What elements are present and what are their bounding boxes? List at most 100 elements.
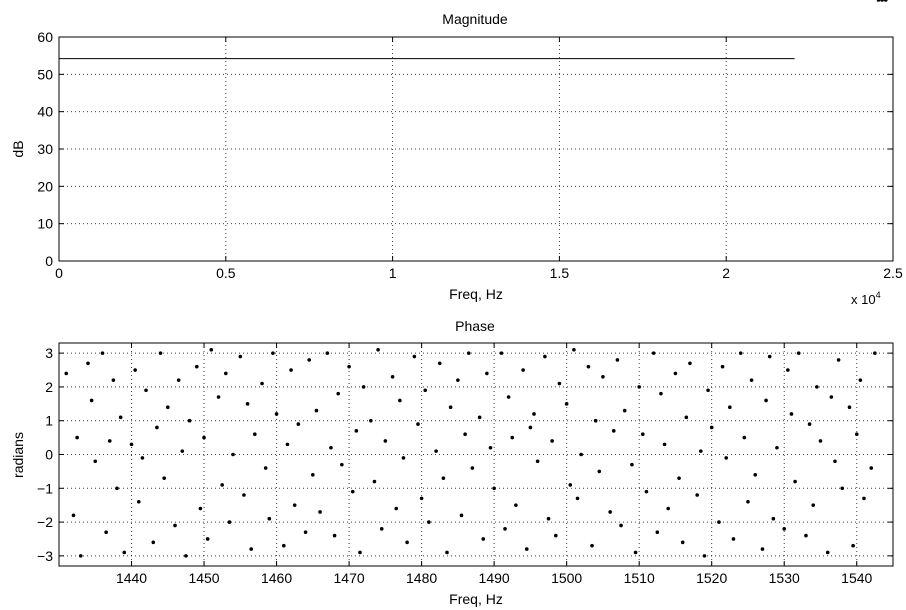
- phase-data-point: [184, 554, 188, 558]
- magnitude-y-tick-label: 40: [37, 104, 53, 120]
- phase-data-point: [728, 405, 732, 409]
- phase-data-point: [644, 489, 649, 494]
- phase-data-point: [238, 354, 243, 359]
- phase-data-point: [361, 385, 366, 389]
- phase-data-point: [858, 378, 863, 382]
- phase-data-point: [804, 533, 808, 538]
- phase-data-point: [122, 550, 127, 555]
- phase-data-point: [688, 361, 692, 366]
- phase-ylabel: radians: [10, 432, 26, 478]
- phase-data-point: [847, 405, 852, 409]
- phase-data-point: [811, 503, 816, 507]
- phase-data-point: [746, 500, 750, 504]
- phase-y-tick-label: −2: [37, 514, 53, 530]
- phase-data-point: [514, 503, 518, 507]
- magnitude-x-tick-label: 1.5: [550, 265, 570, 281]
- phase-data-point: [546, 516, 551, 521]
- phase-data-point: [673, 371, 678, 376]
- magnitude-x-multiplier: x 104: [851, 290, 881, 307]
- magnitude-x-tick-label: 2: [722, 265, 730, 281]
- phase-data-point: [78, 554, 83, 558]
- phase-data-point: [347, 364, 351, 369]
- phase-y-tick-label: 1: [45, 413, 53, 429]
- phase-data-point: [753, 472, 758, 477]
- phase-data-point: [405, 540, 409, 545]
- phase-data-point: [202, 435, 206, 440]
- magnitude-ylabel: dB: [10, 140, 26, 157]
- phase-panel: Phase 1440 1450 1460 1470 1480 1490 1500 1510 15…: [10, 0, 894, 607]
- phase-y-tick-label: 3: [45, 345, 53, 361]
- phase-data-point: [198, 506, 203, 511]
- phase-title: Phase: [455, 318, 495, 334]
- phase-data-point: [782, 527, 787, 531]
- phase-ticks: 1440 1450 1460 1470 1480 1490 1500 1510 1520 1530…: [37, 343, 893, 586]
- magnitude-x-multiplier-base: x 10: [851, 292, 876, 307]
- phase-data-point: [709, 425, 714, 430]
- magnitude-panel: Magnitude 0 0.5 1 1.5 2 2.5 0 10 20 30 40 50 60 Freq…: [10, 11, 903, 307]
- phase-data-point: [216, 395, 221, 399]
- phase-data-point: [825, 550, 830, 555]
- phase-data-point: [173, 523, 177, 528]
- phase-data-point: [390, 374, 395, 379]
- phase-data-point: [260, 381, 264, 386]
- phase-data-point: [749, 378, 754, 382]
- phase-data-point: [274, 412, 279, 416]
- phase-data-point: [717, 520, 721, 524]
- phase-data-point: [282, 543, 286, 548]
- phase-data-point: [271, 351, 275, 355]
- phase-data-point: [608, 510, 612, 514]
- magnitude-title: Magnitude: [442, 11, 508, 27]
- phase-y-tick-label: −3: [37, 548, 53, 564]
- phase-data-point: [477, 415, 482, 420]
- phase-data-point: [144, 388, 148, 393]
- phase-data-point: [155, 425, 159, 430]
- phase-x-tick-label: 1440: [116, 570, 147, 586]
- phase-data-point: [292, 503, 297, 507]
- phase-data-point: [115, 486, 119, 491]
- magnitude-y-tick-label: 30: [37, 141, 53, 157]
- phase-x-tick-label: 1510: [624, 570, 655, 586]
- magnitude-x-tick-label: 0: [55, 265, 63, 281]
- phase-data-point: [296, 422, 301, 426]
- phase-data-point: [590, 543, 594, 548]
- phase-data-point: [369, 418, 373, 423]
- phase-data-point: [129, 442, 134, 447]
- phase-data-point: [162, 476, 166, 480]
- phase-data-point: [593, 418, 598, 423]
- phase-data-point: [706, 388, 710, 393]
- phase-y-tick-label: 2: [45, 379, 53, 395]
- phase-x-tick-label: 1500: [551, 570, 582, 586]
- magnitude-y-tick-label: 60: [37, 29, 53, 45]
- phase-data-point: [720, 364, 725, 369]
- magnitude-y-tick-label: 10: [37, 216, 53, 232]
- phase-x-tick-label: 1520: [696, 570, 727, 586]
- phase-data-point: [307, 358, 312, 362]
- phase-data-point: [463, 432, 467, 437]
- phase-data-point: [742, 435, 747, 440]
- phase-data-point: [336, 391, 341, 396]
- phase-data-point: [434, 449, 438, 453]
- phase-data-point: [412, 354, 417, 359]
- phase-data-point: [869, 466, 874, 470]
- phase-data-point: [318, 510, 322, 514]
- phase-data-point: [419, 496, 424, 501]
- phase-data-point: [245, 402, 250, 406]
- phase-data-point: [423, 388, 428, 393]
- phase-data-point: [641, 432, 645, 437]
- phase-data-point: [492, 486, 496, 491]
- phase-data-point: [379, 527, 384, 531]
- phase-data-point: [764, 398, 768, 403]
- phase-data-point: [350, 489, 355, 494]
- phase-data-point: [267, 516, 272, 521]
- phase-data-point: [771, 516, 776, 521]
- phase-data-point: [659, 391, 663, 396]
- phase-data-point: [151, 540, 156, 545]
- phase-data-point: [818, 439, 823, 443]
- phase-data-point: [666, 506, 670, 511]
- phase-data-point: [789, 412, 794, 416]
- phase-data-point: [532, 412, 536, 416]
- phase-data-point: [220, 483, 224, 487]
- phase-data-point: [662, 442, 667, 447]
- phase-data-point: [597, 469, 602, 474]
- phase-data-point: [133, 368, 137, 372]
